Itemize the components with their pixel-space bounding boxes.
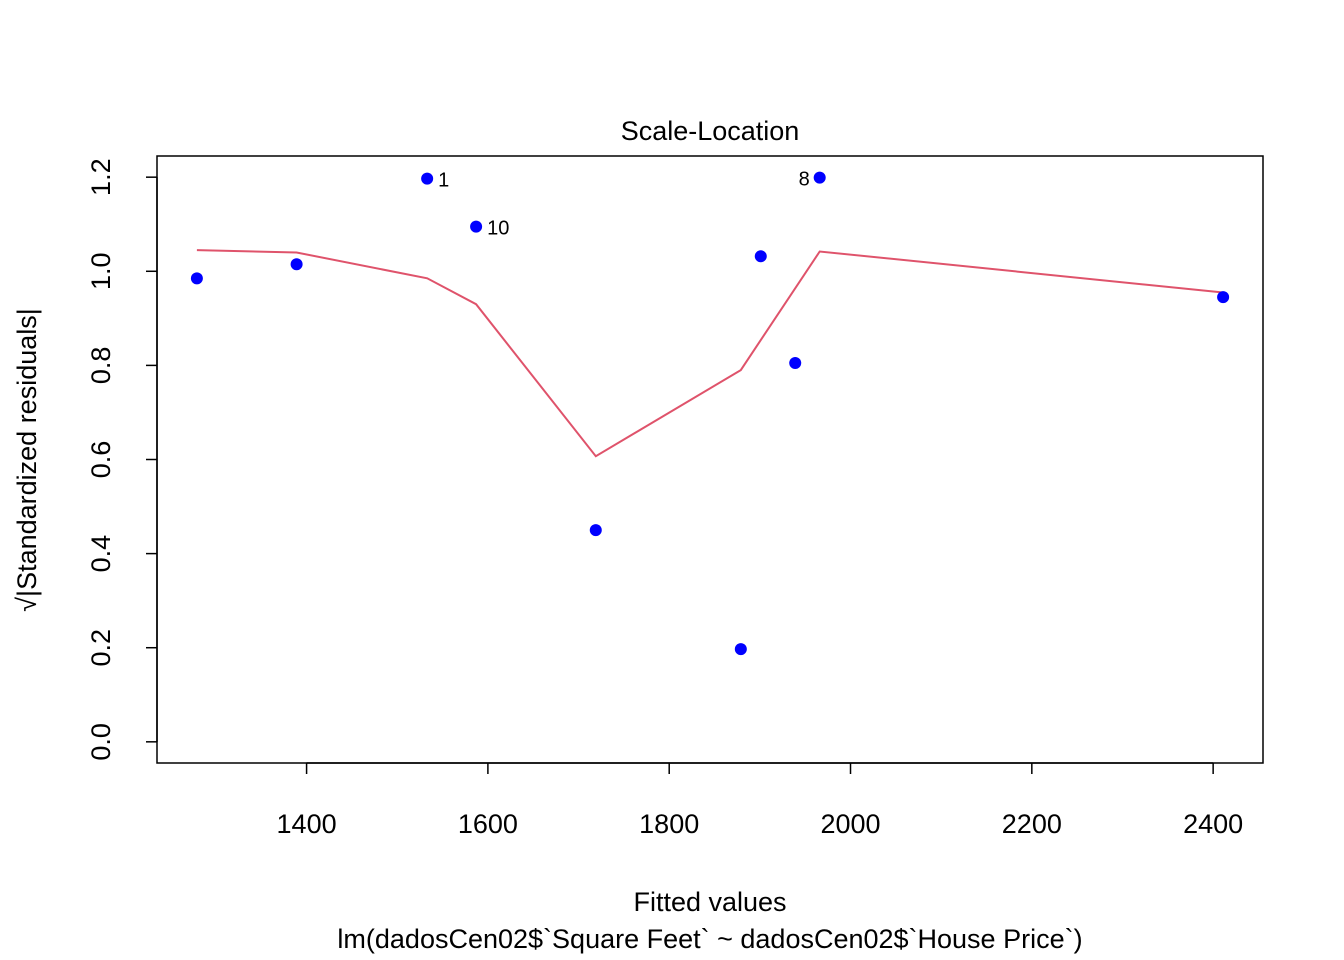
y-axis-title: |Standardized residuals| bbox=[12, 308, 42, 597]
x-axis: 1400 1600 1800 2000 2200 2400 bbox=[277, 762, 1243, 839]
data-point bbox=[789, 357, 802, 370]
svg-text:√|Standardized residuals|: √|Standardized residuals| bbox=[12, 308, 42, 612]
y-axis-title-radical: √ bbox=[12, 597, 42, 612]
point-id-label: 1 bbox=[438, 170, 449, 192]
y-tick-label: 0.6 bbox=[86, 441, 116, 479]
data-point bbox=[190, 272, 203, 285]
x-tick-label: 1400 bbox=[277, 809, 337, 839]
data-point bbox=[754, 250, 767, 263]
y-axis: 0.0 0.2 0.4 0.6 0.8 1.0 1.2 bbox=[86, 158, 158, 761]
smoother-line bbox=[196, 249, 1224, 458]
y-tick-label: 0.2 bbox=[86, 629, 116, 667]
data-point bbox=[1217, 291, 1230, 304]
y-axis-title-group: √|Standardized residuals| bbox=[12, 308, 42, 612]
x-tick-label: 1600 bbox=[458, 809, 518, 839]
x-tick-label: 1800 bbox=[639, 809, 699, 839]
x-tick-label: 2000 bbox=[820, 809, 880, 839]
x-tick-label: 2400 bbox=[1183, 809, 1243, 839]
data-point bbox=[813, 171, 826, 184]
data-point bbox=[589, 524, 602, 537]
point-id-label: 10 bbox=[487, 218, 509, 240]
x-axis-title: Fitted values bbox=[633, 887, 786, 917]
chart-title: Scale-Location bbox=[621, 116, 800, 146]
data-point bbox=[290, 258, 303, 271]
data-point bbox=[734, 643, 747, 656]
plot-frame bbox=[156, 155, 1264, 764]
point-id-label: 8 bbox=[799, 169, 810, 191]
data-point bbox=[470, 220, 483, 233]
y-tick-label: 0.4 bbox=[86, 535, 116, 573]
data-points: 1 10 8 bbox=[190, 169, 1230, 656]
x-tick-label: 2200 bbox=[1002, 809, 1062, 839]
x-axis-subtitle: lm(dadosCen02$`Square Feet` ~ dadosCen02… bbox=[337, 924, 1082, 954]
data-point bbox=[421, 172, 434, 185]
y-tick-label: 1.0 bbox=[86, 253, 116, 291]
y-tick-label: 0.8 bbox=[86, 347, 116, 385]
y-tick-label: 0.0 bbox=[86, 723, 116, 761]
y-tick-label: 1.2 bbox=[86, 158, 116, 196]
